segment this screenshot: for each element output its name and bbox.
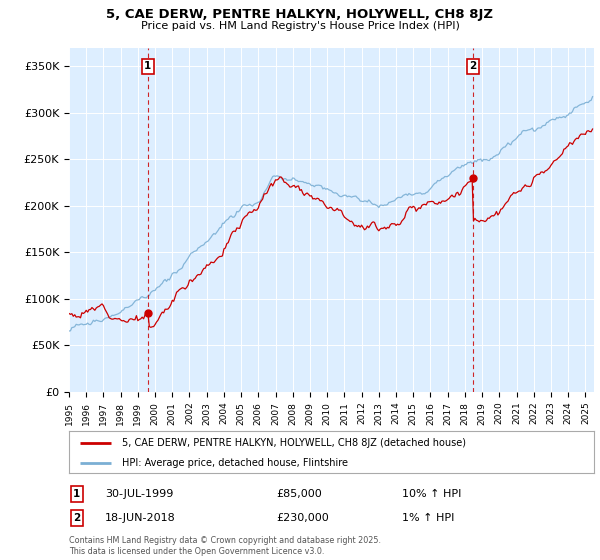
Text: 5, CAE DERW, PENTRE HALKYN, HOLYWELL, CH8 8JZ (detached house): 5, CAE DERW, PENTRE HALKYN, HOLYWELL, CH… [121,438,466,448]
Text: HPI: Average price, detached house, Flintshire: HPI: Average price, detached house, Flin… [121,458,347,468]
Text: 10% ↑ HPI: 10% ↑ HPI [402,489,461,499]
Text: Contains HM Land Registry data © Crown copyright and database right 2025.
This d: Contains HM Land Registry data © Crown c… [69,536,381,556]
Text: 2: 2 [469,61,476,71]
Text: 1% ↑ HPI: 1% ↑ HPI [402,513,454,523]
Text: Price paid vs. HM Land Registry's House Price Index (HPI): Price paid vs. HM Land Registry's House … [140,21,460,31]
Text: 5, CAE DERW, PENTRE HALKYN, HOLYWELL, CH8 8JZ: 5, CAE DERW, PENTRE HALKYN, HOLYWELL, CH… [107,8,493,21]
Text: £230,000: £230,000 [276,513,329,523]
Text: £85,000: £85,000 [276,489,322,499]
Text: 2: 2 [73,513,80,523]
Text: 30-JUL-1999: 30-JUL-1999 [105,489,173,499]
Text: 18-JUN-2018: 18-JUN-2018 [105,513,176,523]
Text: 1: 1 [73,489,80,499]
Text: 1: 1 [144,61,152,71]
